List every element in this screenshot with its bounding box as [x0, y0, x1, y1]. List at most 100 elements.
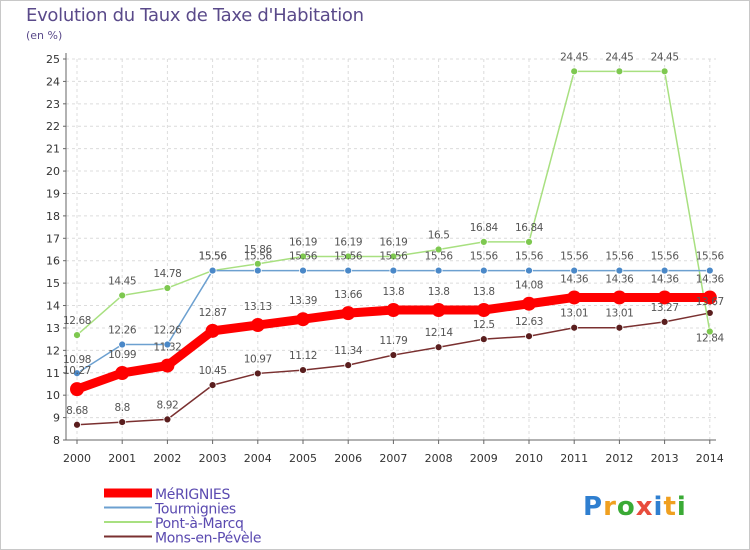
data-point [570, 266, 579, 275]
data-point [660, 67, 669, 76]
data-point [163, 284, 172, 292]
axes: 8 9 10 11 12 13 14 15 16 17 18 19 20 21 22 23 24 25 2000 20… [46, 53, 724, 465]
logo-letter: i [676, 492, 687, 522]
data-point [73, 331, 81, 340]
legend: MéRIGNIESTourmigniesPont-à-MarcqMons-en-… [104, 487, 261, 547]
grid-lines [66, 58, 716, 441]
data-point [479, 335, 488, 344]
data-point [570, 67, 579, 76]
data-point [299, 366, 307, 374]
data-label: 15.56 [470, 251, 499, 263]
data-label: 13.13 [244, 301, 272, 313]
data-label: 11.79 [379, 335, 407, 347]
logo-letter: P [583, 492, 604, 522]
y-tick-label: 12 [46, 344, 60, 357]
y-tick-label: 10 [46, 389, 60, 402]
data-point [205, 323, 220, 338]
data-point [160, 358, 175, 373]
data-point [389, 351, 398, 359]
y-tick-label: 17 [46, 232, 60, 245]
data-label: 14.36 [605, 273, 634, 285]
data-point [476, 303, 491, 318]
logo-letter: t [663, 492, 677, 522]
y-tick-label: 16 [46, 255, 60, 268]
data-point [115, 365, 130, 380]
data-point [431, 303, 446, 318]
data-label: 15.56 [334, 251, 363, 263]
data-point [479, 266, 488, 275]
y-tick-label: 18 [46, 210, 60, 223]
data-label: 12.68 [63, 315, 91, 327]
logo-letter: x [635, 492, 654, 522]
data-label: 15.56 [379, 251, 408, 263]
data-label: 8.8 [114, 402, 130, 414]
data-label: 16.19 [289, 236, 317, 248]
data-label: 15.56 [651, 251, 680, 263]
data-label: 15.56 [425, 251, 454, 263]
x-tick-label: 2003 [199, 452, 227, 465]
data-label: 13.8 [428, 286, 450, 298]
data-label: 13.8 [383, 286, 405, 298]
data-point [208, 381, 217, 389]
data-label: 13.8 [473, 286, 495, 298]
data-label: 12.63 [515, 316, 543, 328]
data-label: 12.14 [425, 327, 454, 339]
data-label: 14.78 [153, 268, 181, 280]
data-label: 24.45 [560, 51, 588, 63]
data-label: 12.87 [199, 307, 227, 319]
data-label: 15.56 [696, 251, 725, 263]
x-tick-label: 2002 [153, 452, 181, 465]
data-label: 15.86 [244, 244, 273, 256]
data-point [570, 323, 579, 332]
x-tick-label: 2008 [425, 452, 453, 465]
data-label: 15.56 [515, 251, 544, 263]
data-point [702, 290, 717, 305]
data-point [208, 266, 217, 275]
data-point [299, 266, 307, 275]
chart-title: Evolution du Taux de Taxe d'Habitation [26, 5, 364, 26]
data-label: 14.36 [696, 273, 725, 285]
data-point [657, 290, 672, 305]
data-point [660, 317, 669, 326]
x-tick-label: 2001 [108, 452, 136, 465]
data-label: 14.08 [515, 280, 543, 292]
data-label: 10.98 [63, 354, 91, 366]
data-label: 15.56 [289, 251, 318, 263]
x-tick-label: 2012 [605, 452, 633, 465]
data-label: 16.84 [470, 222, 499, 234]
data-point [389, 252, 398, 261]
data-point [344, 361, 353, 370]
data-point [567, 290, 582, 305]
x-tick-label: 2004 [244, 452, 272, 465]
data-label: 13.01 [560, 308, 588, 320]
data-point [525, 332, 533, 341]
y-unit-label: (en %) [26, 29, 63, 42]
data-point [118, 340, 127, 349]
data-point [73, 369, 81, 378]
data-label: 15.56 [605, 251, 634, 263]
data-label: 14.36 [651, 273, 680, 285]
y-tick-label: 14 [46, 300, 60, 313]
data-point [615, 323, 624, 332]
data-label: 10.27 [63, 365, 91, 377]
data-point [344, 266, 353, 275]
data-label: 11.34 [334, 345, 363, 357]
data-point [118, 418, 127, 426]
data-label: 14.45 [108, 275, 136, 287]
data-point [612, 290, 627, 305]
data-label: 13.39 [289, 295, 317, 307]
data-label: 15.56 [199, 251, 228, 263]
data-label: 10.97 [244, 353, 272, 365]
logo-letter: i [653, 492, 664, 522]
x-tick-label: 2006 [334, 452, 362, 465]
data-label: 12.84 [696, 333, 725, 345]
data-label: 12.26 [153, 325, 182, 337]
data-label: 16.84 [515, 222, 544, 234]
data-label: 15.56 [199, 251, 228, 263]
data-point [479, 237, 488, 246]
data-label: 16.19 [334, 236, 362, 248]
data-label: 13.27 [651, 302, 679, 314]
data-label: 14.36 [560, 273, 589, 285]
x-tick-label: 2009 [470, 452, 498, 465]
